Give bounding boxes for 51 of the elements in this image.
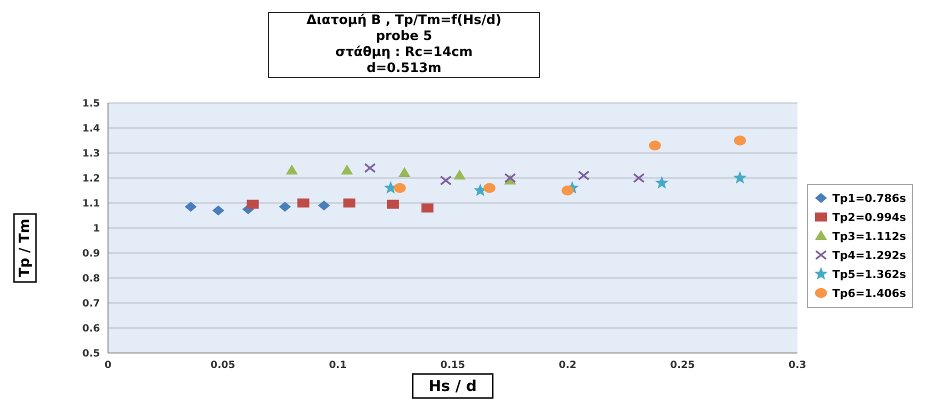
point xyxy=(421,204,434,212)
point xyxy=(632,173,645,183)
point xyxy=(343,198,356,208)
point xyxy=(340,164,353,174)
y-tick-label: 1.1 xyxy=(82,198,100,210)
y-tick-label: 0.7 xyxy=(82,298,100,310)
point xyxy=(562,186,574,196)
point xyxy=(733,171,747,184)
y-tick-label: 1.4 xyxy=(82,124,100,135)
x-tick-label: 0.3 xyxy=(788,360,806,372)
y-tick-label: 1.2 xyxy=(82,174,100,185)
y-tick-label: 1.5 xyxy=(82,98,100,110)
y-axis-title: Tp / Tm xyxy=(17,218,33,278)
legend-label: Tp4=1.292s xyxy=(832,248,906,262)
point xyxy=(483,183,496,193)
point xyxy=(398,167,410,177)
point xyxy=(364,163,376,173)
x-tick-label: 0.2 xyxy=(558,360,576,372)
point xyxy=(386,200,399,209)
point xyxy=(212,206,224,216)
chart-title: Διατομή Β , Tp/Tm=f(Hs/d) probe 5 στάθμη : Rc=14cm d=0.513m xyxy=(269,13,539,77)
point xyxy=(454,170,466,180)
x-tick-label: 0 xyxy=(104,360,112,372)
point xyxy=(648,140,661,150)
y-tick-label: 1 xyxy=(93,224,100,235)
point xyxy=(734,136,746,146)
y-tick-label: 1.3 xyxy=(82,148,100,160)
x-tick-label: 0.05 xyxy=(210,360,236,372)
point xyxy=(278,202,291,212)
point xyxy=(440,176,452,186)
x-axis-title: Hs / d xyxy=(428,377,477,395)
y-tick-label: 0.9 xyxy=(82,248,100,260)
point xyxy=(655,176,668,189)
point xyxy=(184,202,197,212)
x-tick-label: 0.1 xyxy=(328,360,347,372)
point xyxy=(394,183,406,193)
legend-label: Tp3=1.112s xyxy=(832,230,906,242)
point xyxy=(297,198,310,208)
x-tick-label: 0.15 xyxy=(440,360,466,372)
y-tick-label: 0.6 xyxy=(82,324,100,335)
legend-label: Tp2=0.994s xyxy=(832,210,906,224)
y-tick-label: 0.8 xyxy=(82,274,100,285)
point xyxy=(578,170,590,180)
point xyxy=(318,200,330,210)
x-tick-label: 0.25 xyxy=(670,360,695,372)
point xyxy=(286,164,298,174)
legend-label: Tp5=1.362s xyxy=(832,268,906,280)
y-tick-label: 0.5 xyxy=(82,348,100,360)
legend-label: Tp6=1.406s xyxy=(832,286,906,300)
point xyxy=(246,200,259,209)
legend-label: Tp1=0.786s xyxy=(832,192,906,204)
